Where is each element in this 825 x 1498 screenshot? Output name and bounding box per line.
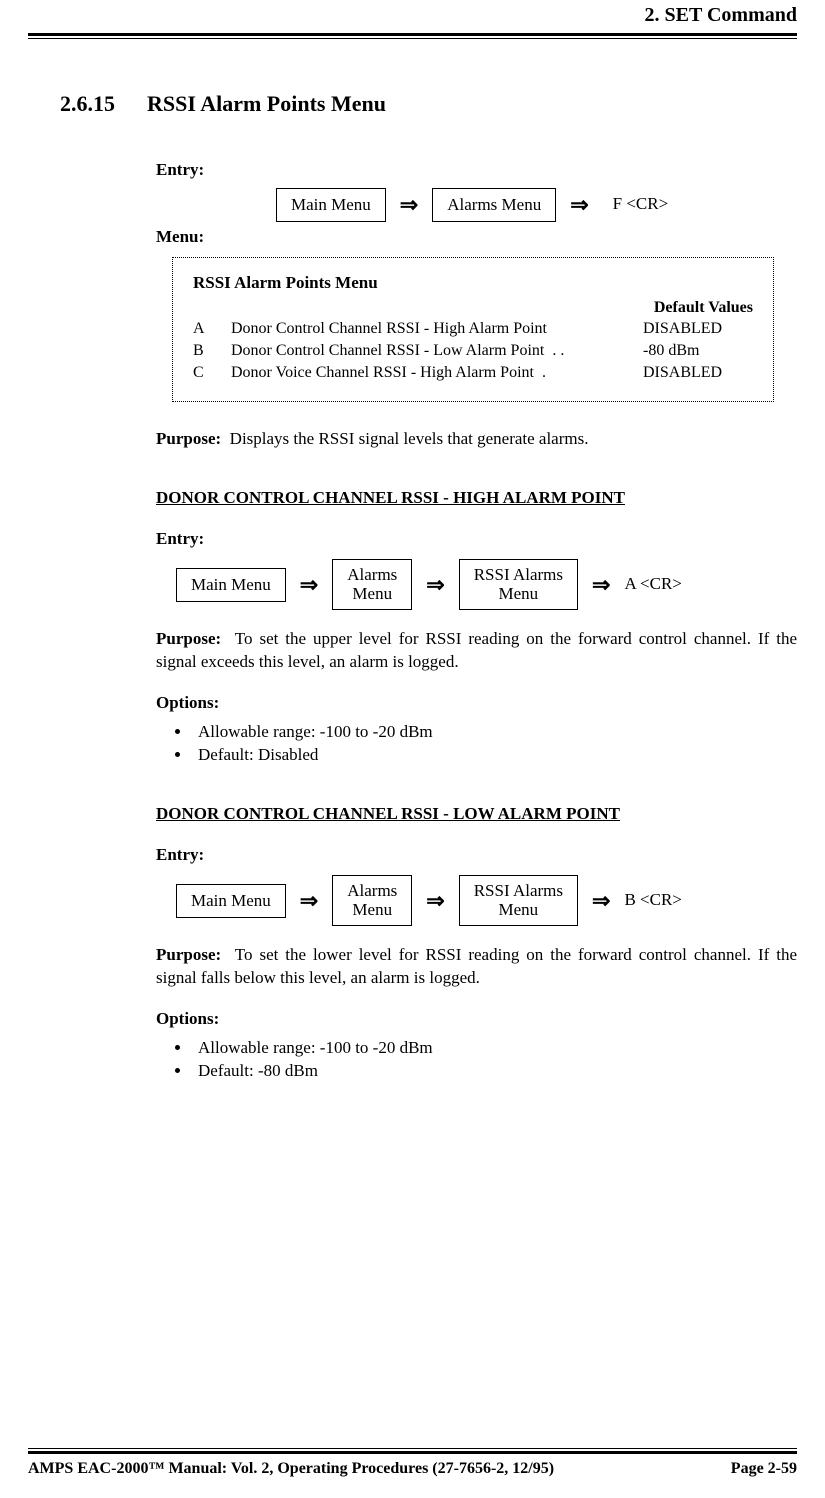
page: 2. SET Command 2.6.15 RSSI Alarm Points … [0, 0, 825, 1498]
subsection-title: DONOR CONTROL CHANNEL RSSI - HIGH ALARM … [156, 487, 797, 510]
menu-box-alarms: AlarmsMenu [332, 559, 412, 610]
arrow-icon: ⇒ [300, 570, 318, 600]
header-rule-thick [28, 33, 797, 36]
key-input: B <CR> [624, 889, 681, 912]
options-list: Allowable range: -100 to -20 dBm Default… [156, 721, 797, 767]
footer-rule-thick [28, 1451, 797, 1454]
section-name: RSSI Alarm Points Menu [147, 89, 386, 119]
page-footer: AMPS EAC-2000™ Manual: Vol. 2, Operating… [28, 1448, 797, 1480]
page-number: Page 2-59 [731, 1458, 797, 1480]
arrow-icon: ⇒ [426, 886, 444, 916]
header-rule-thin [28, 38, 797, 39]
panel-desc: Donor Voice Channel RSSI - High Alarm Po… [231, 362, 643, 384]
panel-title: RSSI Alarm Points Menu [193, 272, 753, 295]
manual-reference: AMPS EAC-2000™ Manual: Vol. 2, Operating… [28, 1458, 554, 1480]
arrow-icon: ⇒ [592, 570, 610, 600]
menu-box-rssi-alarms: RSSI AlarmsMenu [459, 559, 578, 610]
option-item: Default: -80 dBm [192, 1060, 797, 1083]
chapter-header: 2. SET Command [28, 0, 797, 33]
menu-box-main: Main Menu [276, 188, 386, 222]
menu-panel: RSSI Alarm Points Menu Default Values A … [172, 257, 774, 402]
footer-rule-thin [28, 1448, 797, 1449]
panel-row: A Donor Control Channel RSSI - High Alar… [193, 318, 753, 340]
arrow-icon: ⇒ [426, 570, 444, 600]
purpose-label: Purpose: [156, 945, 221, 964]
option-item: Allowable range: -100 to -20 dBm [192, 721, 797, 744]
menu-box-main: Main Menu [176, 568, 286, 602]
panel-default-label: Default Values [193, 297, 753, 319]
arrow-icon: ⇒ [300, 886, 318, 916]
entry-path-3: Main Menu ⇒ AlarmsMenu ⇒ RSSI AlarmsMenu… [176, 875, 797, 926]
entry-path-2: Main Menu ⇒ AlarmsMenu ⇒ RSSI AlarmsMenu… [176, 559, 797, 610]
options-label: Options: [156, 1008, 797, 1031]
footer-line: AMPS EAC-2000™ Manual: Vol. 2, Operating… [28, 1458, 797, 1480]
content-area: 2.6.15 RSSI Alarm Points Menu Entry: Mai… [156, 89, 797, 1083]
purpose-block: Purpose: Displays the RSSI signal levels… [156, 428, 797, 451]
section-number: 2.6.15 [60, 89, 115, 119]
menu-box-rssi-alarms: RSSI AlarmsMenu [459, 875, 578, 926]
panel-key: B [193, 340, 231, 362]
purpose-block: Purpose: To set the upper level for RSSI… [156, 628, 797, 674]
arrow-icon: ⇒ [570, 190, 588, 220]
option-item: Default: Disabled [192, 744, 797, 767]
panel-desc: Donor Control Channel RSSI - High Alarm … [231, 318, 643, 340]
purpose-text: Displays the RSSI signal levels that gen… [230, 429, 589, 448]
menu-label: Menu: [156, 226, 797, 249]
subsection-title: DONOR CONTROL CHANNEL RSSI - LOW ALARM P… [156, 803, 797, 826]
key-input: F <CR> [613, 193, 669, 216]
panel-value: DISABLED [643, 318, 753, 340]
purpose-label: Purpose: [156, 429, 221, 448]
entry-label: Entry: [156, 159, 797, 182]
menu-box-alarms: AlarmsMenu [332, 875, 412, 926]
key-input: A <CR> [624, 573, 681, 596]
menu-box-main: Main Menu [176, 884, 286, 918]
panel-value: DISABLED [643, 362, 753, 384]
options-list: Allowable range: -100 to -20 dBm Default… [156, 1037, 797, 1083]
menu-box-alarms: Alarms Menu [432, 188, 556, 222]
purpose-text: To set the upper level for RSSI reading … [156, 629, 797, 671]
section-title: 2.6.15 RSSI Alarm Points Menu [60, 89, 797, 119]
entry-path-1: Main Menu ⇒ Alarms Menu ⇒ F <CR> [276, 188, 797, 222]
option-item: Allowable range: -100 to -20 dBm [192, 1037, 797, 1060]
options-label: Options: [156, 692, 797, 715]
purpose-text: To set the lower level for RSSI reading … [156, 945, 797, 987]
purpose-label: Purpose: [156, 629, 221, 648]
panel-key: C [193, 362, 231, 384]
panel-key: A [193, 318, 231, 340]
arrow-icon: ⇒ [592, 886, 610, 916]
purpose-block: Purpose: To set the lower level for RSSI… [156, 944, 797, 990]
entry-label: Entry: [156, 528, 797, 551]
panel-desc: Donor Control Channel RSSI - Low Alarm P… [231, 340, 643, 362]
entry-label: Entry: [156, 844, 797, 867]
panel-row: B Donor Control Channel RSSI - Low Alarm… [193, 340, 753, 362]
panel-row: C Donor Voice Channel RSSI - High Alarm … [193, 362, 753, 384]
panel-value: -80 dBm [643, 340, 753, 362]
arrow-icon: ⇒ [400, 190, 418, 220]
